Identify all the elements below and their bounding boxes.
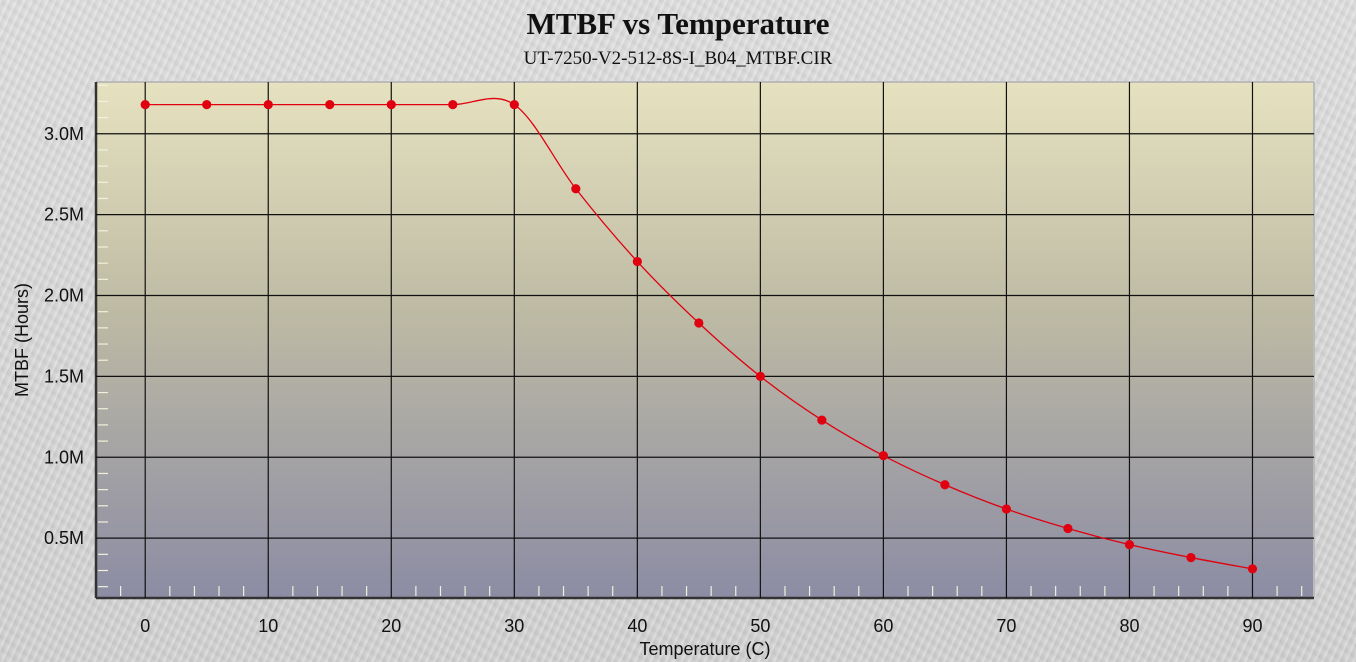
data-point [878, 451, 888, 461]
y-tick-label: 2.5M [44, 205, 84, 225]
data-point [1001, 504, 1012, 514]
y-tick-label: 1.5M [44, 366, 84, 386]
x-tick-label: 10 [258, 616, 278, 636]
series-layer [140, 97, 1258, 574]
chart-title: MTBF vs Temperature [526, 6, 829, 41]
plot-area [96, 82, 1314, 598]
data-point [940, 480, 950, 490]
minor-ticks [98, 84, 1303, 596]
data-point [1247, 564, 1258, 574]
data-point [632, 256, 642, 267]
y-tick-label: 3.0M [44, 124, 84, 144]
y-tick-label: 2.0M [44, 286, 84, 306]
x-tick-label: 30 [504, 616, 524, 636]
data-point [817, 415, 827, 425]
data-point [1063, 523, 1073, 534]
x-tick-label: 50 [750, 616, 770, 636]
y-axis-label: MTBF (Hours) [12, 283, 32, 397]
data-point [1124, 540, 1135, 550]
y-tick-label: 0.5M [44, 528, 84, 548]
data-point [755, 371, 765, 381]
data-point [448, 100, 458, 110]
x-tick-label: 80 [1119, 616, 1139, 636]
data-point [694, 318, 704, 328]
x-tick-label: 20 [381, 616, 401, 636]
data-point [202, 100, 212, 110]
x-tick-label: 90 [1242, 616, 1262, 636]
data-point [140, 100, 150, 110]
data-point [571, 184, 581, 194]
tick-labels: 0 10 20 30 40 50 60 70 80 90 0.5M 1.0M 1.5M 2.0M 2.5M 3… [44, 124, 1263, 636]
x-tick-label: 40 [627, 616, 647, 636]
data-point [325, 100, 335, 110]
y-tick-label: 1.0M [44, 447, 84, 467]
data-point [1186, 552, 1196, 563]
chart-subtitle: UT-7250-V2-512-8S-I_B04_MTBF.CIR [524, 48, 833, 69]
x-tick-label: 70 [996, 616, 1016, 636]
data-point [263, 100, 273, 110]
x-tick-label: 0 [140, 616, 150, 636]
data-point [509, 100, 519, 110]
grid-lines [96, 82, 1314, 598]
x-tick-label: 60 [873, 616, 893, 636]
x-axis-label: Temperature (C) [639, 639, 770, 659]
data-point [386, 100, 396, 110]
